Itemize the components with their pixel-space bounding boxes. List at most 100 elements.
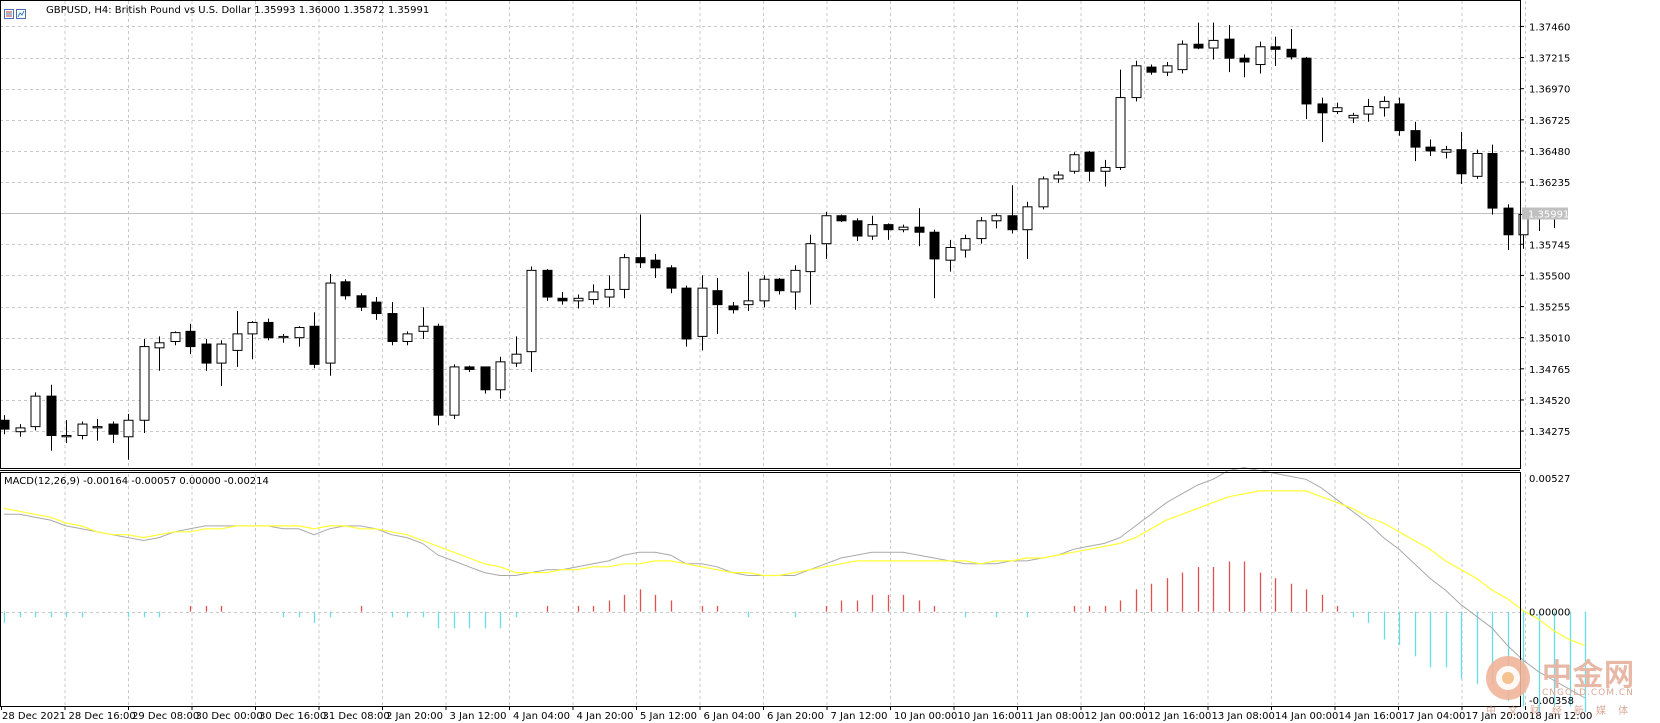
y-tick-label: 1.34520 bbox=[1529, 396, 1570, 407]
candle-body bbox=[340, 281, 351, 297]
candle-body bbox=[216, 343, 227, 364]
y-tick-label: 1.35500 bbox=[1529, 271, 1570, 282]
x-tick-label: 7 Jan 12:00 bbox=[831, 711, 888, 722]
candle-body bbox=[1100, 166, 1111, 172]
candle bbox=[46, 384, 57, 451]
candle bbox=[511, 336, 522, 367]
macd-histogram bbox=[3, 561, 1587, 713]
candle bbox=[712, 277, 723, 334]
candle bbox=[774, 277, 785, 295]
candle-body bbox=[1441, 149, 1452, 153]
candle bbox=[154, 336, 165, 371]
indicator-title: MACD(12,26,9) -0.00164 -0.00057 0.00000 … bbox=[4, 476, 269, 487]
x-tick-label: 10 Jan 16:00 bbox=[958, 711, 1021, 722]
candle-body bbox=[480, 366, 491, 391]
candle bbox=[356, 293, 367, 312]
chart-frame bbox=[0, 0, 1521, 707]
macd-tick-label: -0.00358 bbox=[1529, 696, 1574, 707]
candle bbox=[1394, 97, 1405, 136]
candle bbox=[542, 269, 553, 301]
candle bbox=[1131, 60, 1142, 102]
candles bbox=[0, 22, 1560, 460]
candle-body bbox=[1487, 152, 1498, 209]
candle-body bbox=[92, 426, 103, 429]
candle-body bbox=[77, 423, 88, 437]
candle bbox=[588, 284, 599, 305]
candle-body bbox=[1193, 43, 1204, 49]
candle bbox=[867, 215, 878, 240]
y-tick-label: 1.37460 bbox=[1529, 22, 1570, 33]
candle-body bbox=[1177, 43, 1188, 71]
candle-body bbox=[495, 361, 506, 391]
candle-body bbox=[139, 346, 150, 421]
candle-body bbox=[790, 269, 801, 293]
candle bbox=[1441, 145, 1452, 159]
candle bbox=[976, 216, 987, 244]
candle bbox=[1162, 62, 1173, 76]
watermark-brand: 中金网 bbox=[1542, 658, 1635, 693]
x-tick-label: 29 Dec 08:00 bbox=[132, 711, 199, 722]
candle-body bbox=[805, 243, 816, 273]
candle-body bbox=[914, 226, 925, 233]
candle bbox=[185, 323, 196, 355]
macd-tick-label: 0.00527 bbox=[1529, 474, 1570, 485]
x-tick-label: 6 Jan 04:00 bbox=[704, 711, 761, 722]
x-tick-label: 13 Jan 08:00 bbox=[1212, 711, 1275, 722]
candle bbox=[1425, 139, 1436, 157]
candle-body bbox=[1286, 48, 1297, 58]
candle bbox=[61, 420, 72, 444]
candle bbox=[170, 331, 181, 346]
candle-body bbox=[666, 267, 677, 289]
x-tick-label: 6 Jan 20:00 bbox=[767, 711, 824, 722]
x-tick-label: 31 Dec 08:00 bbox=[323, 711, 390, 722]
candle-body bbox=[1084, 151, 1095, 172]
candle bbox=[1100, 159, 1111, 187]
candle bbox=[464, 365, 475, 372]
candle bbox=[1379, 96, 1390, 117]
candle-body bbox=[991, 215, 1002, 222]
candle-body bbox=[154, 342, 165, 349]
candle bbox=[929, 229, 940, 299]
x-tick-label: 2 Jan 20:00 bbox=[386, 711, 443, 722]
candle bbox=[1007, 185, 1018, 234]
candle bbox=[805, 234, 816, 305]
x-tick-label: 30 Dec 00:00 bbox=[196, 711, 263, 722]
candle bbox=[340, 279, 351, 300]
x-tick-label: 28 Dec 16:00 bbox=[69, 711, 136, 722]
candle bbox=[263, 318, 274, 341]
candle-body bbox=[542, 269, 553, 298]
candle bbox=[1348, 112, 1359, 123]
price-axis[interactable]: 1.37460 1.37215 1.36970 1.36725 1.36480 1.362… bbox=[1520, 22, 1570, 438]
candle bbox=[790, 265, 801, 310]
symbol-menu-icon[interactable] bbox=[4, 5, 26, 19]
candle-body bbox=[123, 419, 134, 438]
candle bbox=[1239, 54, 1250, 78]
candle-body bbox=[30, 395, 41, 428]
candle-body bbox=[46, 395, 57, 437]
candle bbox=[945, 239, 956, 272]
macd-axis: 0.00527 0.00000 -0.00358 bbox=[1529, 474, 1574, 707]
candle bbox=[1301, 56, 1312, 120]
candle-body bbox=[1131, 65, 1142, 99]
watermark: 中金网 CNGOLD.COM.CN 中文财经新媒体 bbox=[1482, 652, 1642, 717]
candle-body bbox=[1224, 38, 1235, 59]
y-tick-label: 1.35745 bbox=[1529, 240, 1570, 251]
candle bbox=[1286, 28, 1297, 60]
candle bbox=[914, 208, 925, 247]
candle-body bbox=[728, 305, 739, 311]
candle bbox=[402, 331, 413, 346]
candle-body bbox=[170, 332, 181, 342]
candle bbox=[30, 392, 41, 431]
y-tick-label: 1.36725 bbox=[1529, 116, 1570, 127]
candle-body bbox=[883, 224, 894, 231]
candle-body bbox=[309, 325, 320, 365]
candle-body bbox=[604, 288, 615, 298]
candle bbox=[371, 297, 382, 320]
candle bbox=[108, 421, 119, 444]
y-tick-label: 1.37215 bbox=[1529, 54, 1570, 65]
candle-body bbox=[433, 325, 444, 416]
candle-body bbox=[1317, 103, 1328, 114]
candle-body bbox=[0, 419, 10, 430]
